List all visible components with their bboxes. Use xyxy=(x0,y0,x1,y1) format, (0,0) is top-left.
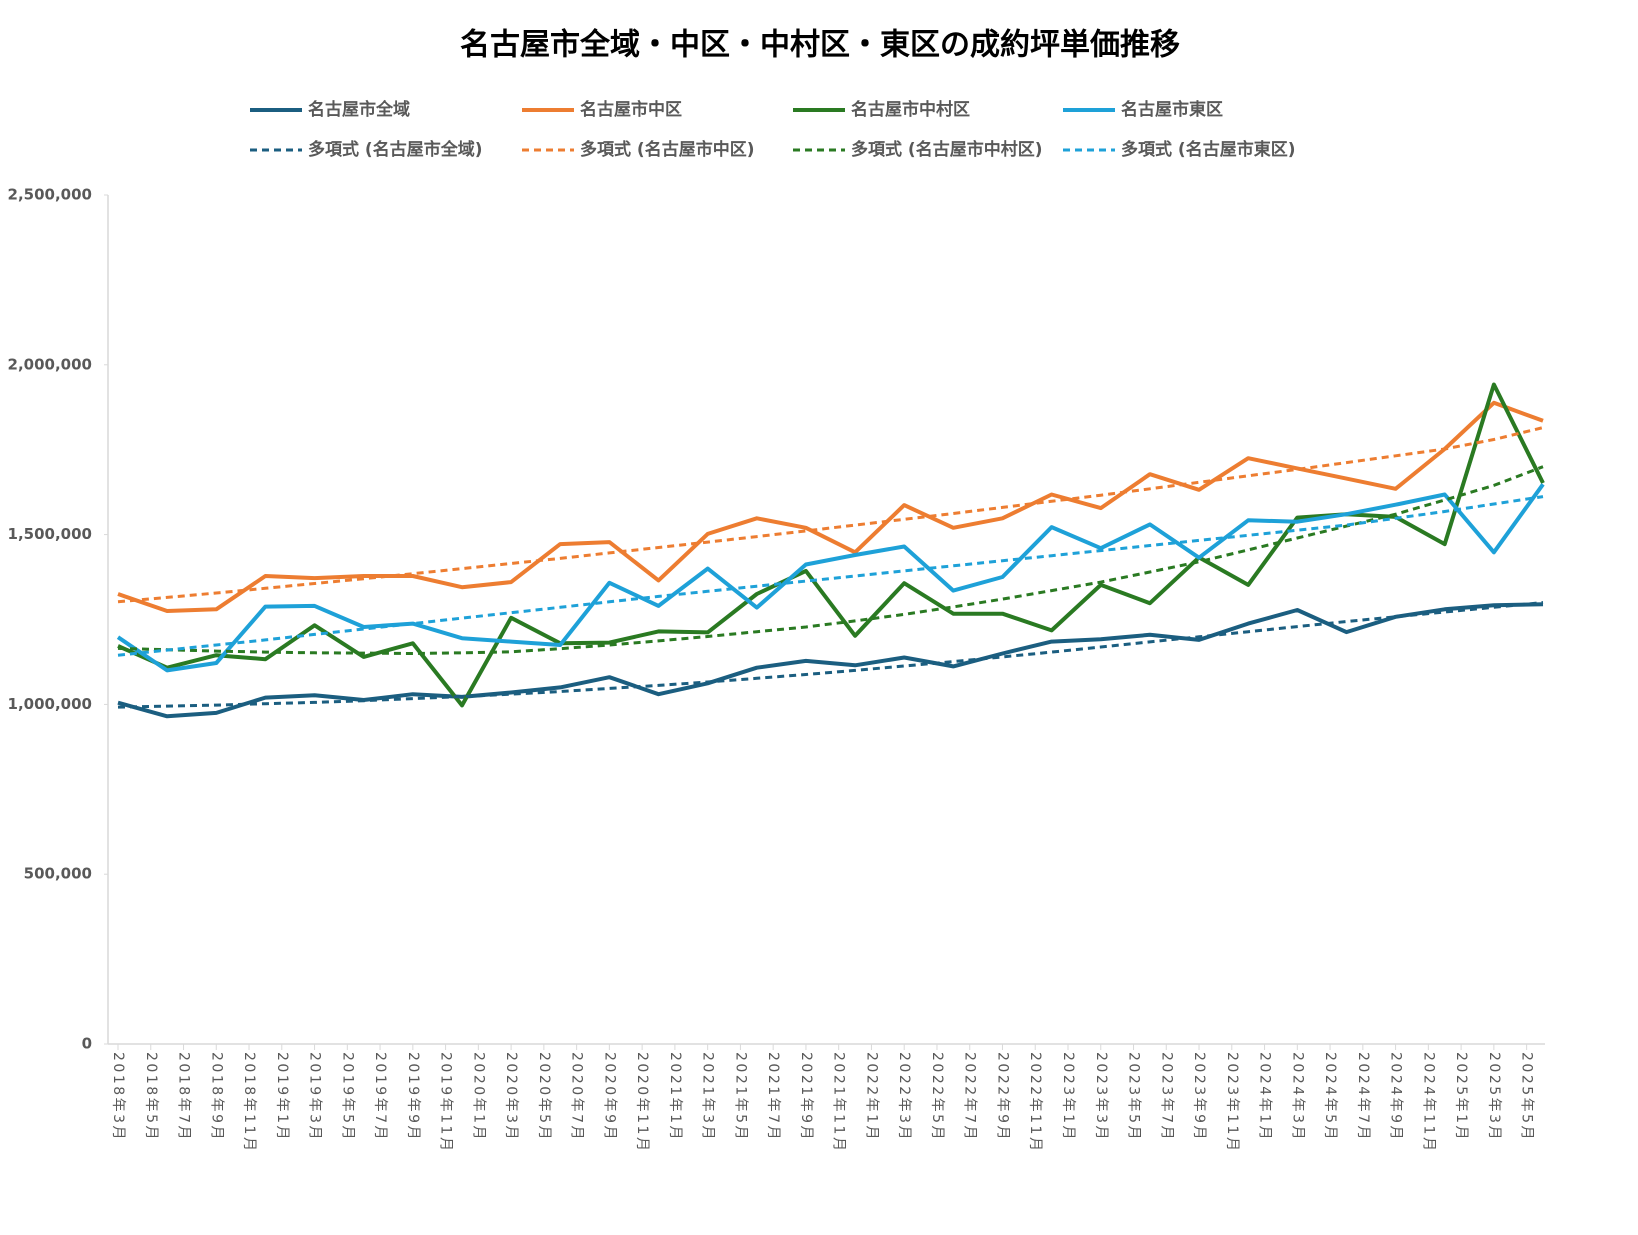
x-tick-label: 2022年5月 xyxy=(929,1052,945,1142)
x-tick-label: 2018年7月 xyxy=(176,1052,192,1142)
x-tick-label: 2019年1月 xyxy=(274,1052,290,1142)
trend-line xyxy=(117,465,1544,655)
x-tick-label: 2021年9月 xyxy=(798,1052,814,1142)
x-tick-label: 2019年11月 xyxy=(438,1052,454,1153)
x-tick-label: 2018年9月 xyxy=(208,1052,224,1142)
x-tick-label: 2022年9月 xyxy=(994,1052,1010,1142)
y-tick-label: 2,000,000 xyxy=(8,355,92,373)
legend-label: 名古屋市中区 xyxy=(580,99,682,120)
x-tick-label: 2024年11月 xyxy=(1420,1052,1436,1153)
x-tick-label: 2020年3月 xyxy=(503,1052,519,1142)
x-tick-label: 2021年7月 xyxy=(765,1052,781,1142)
legend-label: 名古屋市全域 xyxy=(308,99,410,120)
x-tick-label: 2024年3月 xyxy=(1289,1052,1305,1142)
y-tick-label: 2,500,000 xyxy=(8,186,92,204)
legend-label: 多項式 (名古屋市中村区) xyxy=(851,139,1042,160)
x-tick-label: 2022年7月 xyxy=(962,1052,978,1142)
x-tick-label: 2022年3月 xyxy=(896,1052,912,1142)
x-tick-label: 2020年5月 xyxy=(536,1052,552,1142)
x-tick-label: 2018年5月 xyxy=(143,1052,159,1142)
x-tick-label: 2023年11月 xyxy=(1224,1052,1240,1153)
y-tick-label: 1,000,000 xyxy=(8,695,92,713)
series-line xyxy=(116,483,1545,673)
chart-title: 名古屋市全域・中区・中村区・東区の成約坪単価推移 xyxy=(460,28,1180,63)
legend-label: 名古屋市中村区 xyxy=(851,99,970,120)
y-tick-label: 1,500,000 xyxy=(8,525,92,543)
x-tick-label: 2024年1月 xyxy=(1257,1052,1273,1142)
x-tick-label: 2019年7月 xyxy=(372,1052,388,1142)
x-tick-label: 2020年11月 xyxy=(634,1052,650,1153)
x-tick-label: 2025年1月 xyxy=(1453,1052,1469,1142)
trend-line xyxy=(117,601,1544,709)
x-tick-label: 2023年1月 xyxy=(1060,1052,1076,1142)
x-tick-label: 2020年1月 xyxy=(470,1052,486,1142)
x-tick-label: 2023年7月 xyxy=(1158,1052,1174,1142)
x-tick-label: 2024年7月 xyxy=(1355,1052,1371,1142)
legend-label: 多項式 (名古屋市全域) xyxy=(308,139,482,160)
x-tick-label: 2019年5月 xyxy=(339,1052,355,1142)
x-tick-label: 2018年3月 xyxy=(110,1052,126,1142)
y-tick-label: 0 xyxy=(82,1035,92,1053)
x-tick-label: 2023年9月 xyxy=(1191,1052,1207,1142)
x-tick-label: 2025年3月 xyxy=(1486,1052,1502,1142)
x-tick-label: 2024年5月 xyxy=(1322,1052,1338,1142)
legend-label: 多項式 (名古屋市東区) xyxy=(1121,139,1295,160)
x-tick-label: 2018年11月 xyxy=(241,1052,257,1153)
x-tick-label: 2019年3月 xyxy=(307,1052,323,1142)
x-tick-label: 2021年1月 xyxy=(667,1052,683,1142)
x-tick-label: 2020年7月 xyxy=(569,1052,585,1142)
x-tick-label: 2019年9月 xyxy=(405,1052,421,1142)
y-tick-label: 500,000 xyxy=(24,865,92,883)
x-tick-label: 2021年5月 xyxy=(732,1052,748,1142)
x-tick-label: 2021年11月 xyxy=(831,1052,847,1153)
x-tick-label: 2020年9月 xyxy=(601,1052,617,1142)
x-tick-label: 2023年5月 xyxy=(1126,1052,1142,1142)
series-line xyxy=(117,602,1544,719)
x-tick-label: 2023年3月 xyxy=(1093,1052,1109,1142)
legend-label: 名古屋市東区 xyxy=(1121,99,1223,120)
legend-label: 多項式 (名古屋市中区) xyxy=(580,139,754,160)
x-tick-label: 2024年9月 xyxy=(1388,1052,1404,1142)
x-tick-label: 2021年3月 xyxy=(700,1052,716,1142)
trend-line xyxy=(117,495,1544,657)
x-tick-label: 2022年1月 xyxy=(863,1052,879,1142)
series-line xyxy=(117,400,1544,613)
x-tick-label: 2025年5月 xyxy=(1519,1052,1535,1142)
x-tick-label: 2022年11月 xyxy=(1027,1052,1043,1153)
series-line xyxy=(117,382,1545,708)
